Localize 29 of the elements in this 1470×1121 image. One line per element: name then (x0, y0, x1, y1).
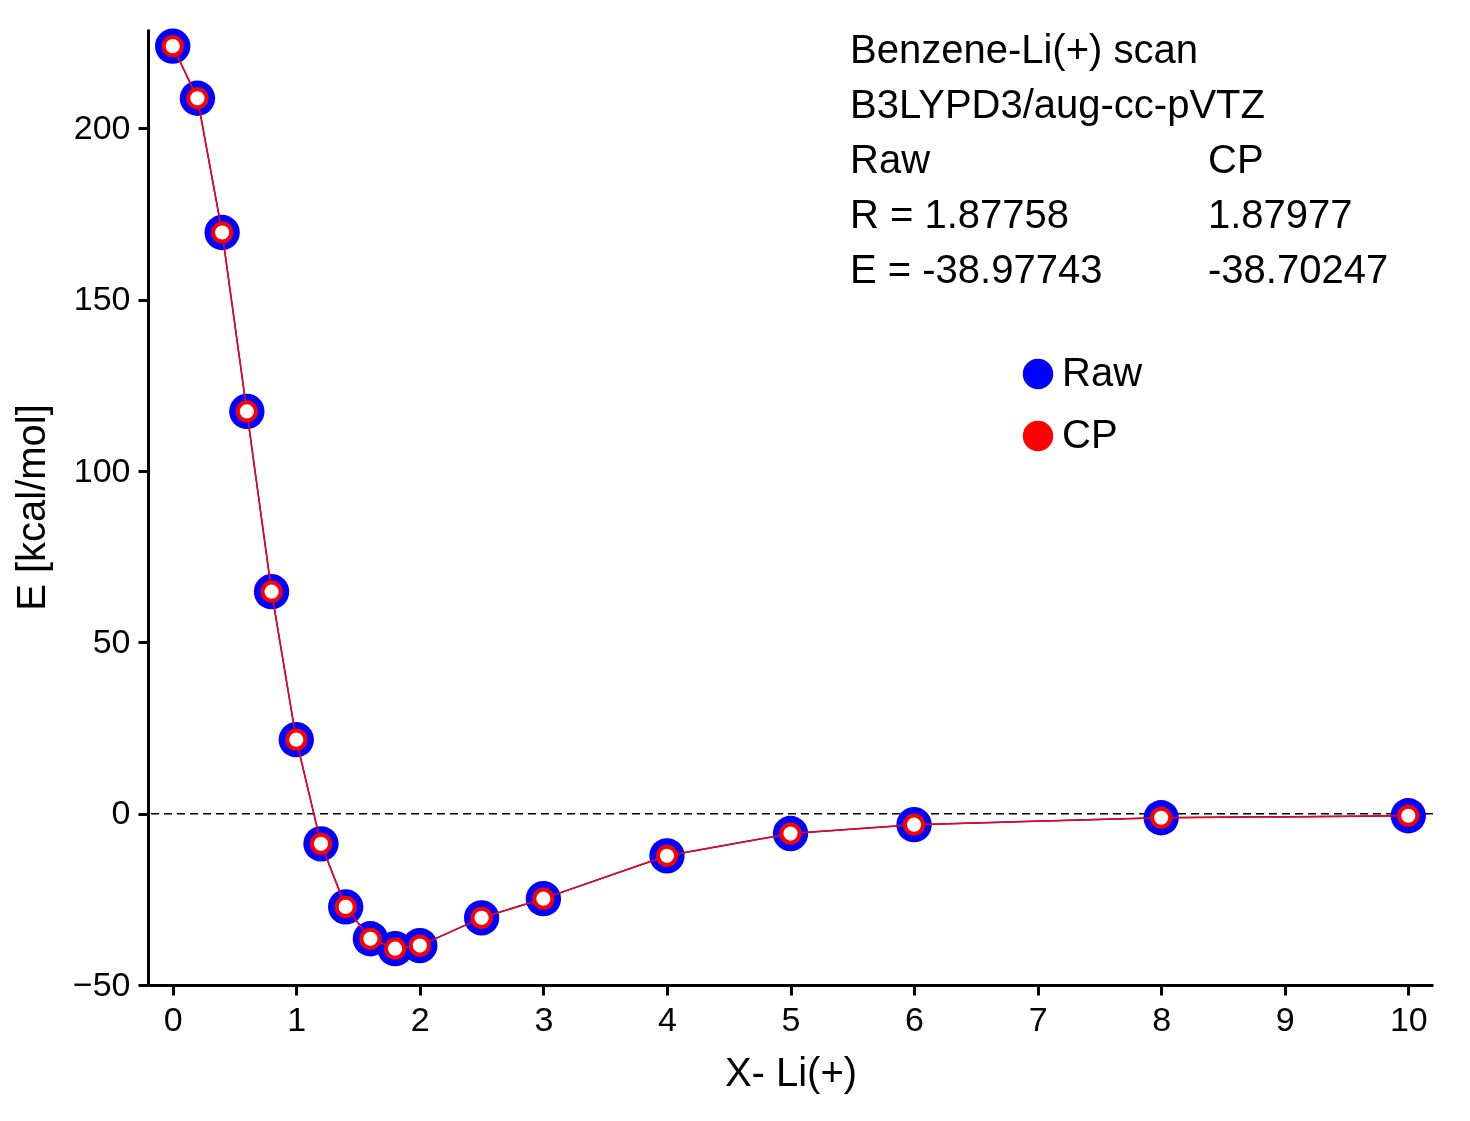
annotation: B3LYPD3/aug-cc-pVTZ (850, 82, 1265, 126)
x-tick-label: 8 (1152, 999, 1172, 1038)
annotation: -38.70247 (1208, 247, 1389, 291)
annotation: Raw (850, 137, 931, 181)
legend-label: CP (1062, 412, 1118, 456)
x-tick-label: 0 (163, 999, 183, 1038)
x-tick-label: 4 (657, 999, 677, 1038)
annotation: R = 1.87758 (850, 192, 1070, 236)
annotation: Benzene-Li(+) scan (850, 27, 1198, 71)
y-tick-label: 200 (73, 107, 131, 146)
annotation: CP (1208, 137, 1264, 181)
y-tick-label: 0 (111, 793, 131, 832)
y-tick-label: 150 (73, 279, 131, 318)
x-tick-label: 1 (287, 999, 307, 1038)
legend-label: Raw (1062, 350, 1143, 394)
x-tick-label: 7 (1028, 999, 1048, 1038)
x-tick-label: 6 (905, 999, 925, 1038)
y-axis-title: E [kcal/mol] (8, 404, 53, 611)
x-tick-label: 3 (534, 999, 554, 1038)
x-tick-label: 10 (1389, 999, 1428, 1038)
y-tick-label: 50 (92, 621, 131, 660)
x-axis-title: X- Li(+) (724, 1049, 858, 1094)
x-tick-label: 5 (781, 999, 801, 1038)
x-tick-label: 2 (410, 999, 430, 1038)
x-tick-label: 9 (1275, 999, 1295, 1038)
y-tick-label: −50 (72, 964, 131, 1003)
y-tick-label: 100 (73, 450, 131, 489)
annotation: E = -38.97743 (850, 247, 1103, 291)
annotation: 1.87977 (1208, 192, 1353, 236)
